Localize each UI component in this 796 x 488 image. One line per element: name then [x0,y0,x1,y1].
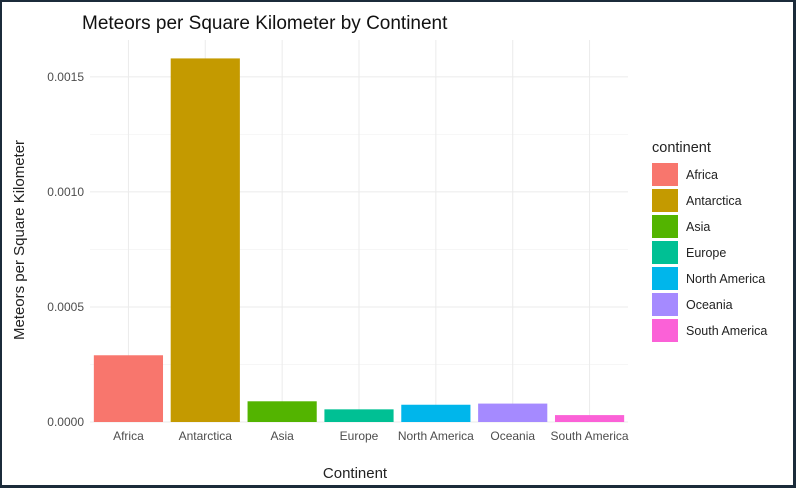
bar [401,404,471,422]
legend-label: Europe [686,246,726,260]
y-tick-label: 0.0000 [47,415,84,429]
legend-swatch [652,267,678,290]
legend-swatch [652,215,678,238]
x-tick-labels: Africa Antarctica Asia Europe North America O… [113,429,629,443]
bar [478,403,548,422]
legend-swatch [652,319,678,342]
chart-title: Meteors per Square Kilometer by Continen… [82,13,448,34]
x-tick-label: Europe [340,429,379,443]
bars [93,58,625,422]
legend-swatch [652,189,678,212]
bar [247,401,317,422]
x-tick-label: South America [551,429,629,443]
legend: continent Africa Antarctica Asia Europe Nort… [652,140,767,342]
legend-label: North America [686,272,765,286]
x-tick-label: Antarctica [179,429,233,443]
x-tick-label: Oceania [490,429,535,443]
x-tick-label: Africa [113,429,144,443]
legend-label: Africa [686,168,718,182]
legend-swatch [652,163,678,186]
x-tick-label: Asia [270,429,294,443]
bar [554,415,625,422]
bar [170,58,240,422]
bar [93,355,164,422]
legend-label: Asia [686,220,710,234]
legend-swatch [652,241,678,264]
y-tick-label: 0.0005 [47,300,84,314]
y-tick-label: 0.0010 [47,185,84,199]
legend-label: South America [686,324,767,338]
y-axis-title: Meteors per Square Kilometer [11,140,28,340]
legend-title: continent [652,140,711,156]
x-axis-title: Continent [323,465,388,482]
x-tick-label: North America [398,429,474,443]
bar [324,409,394,422]
y-tick-label: 0.0015 [47,70,84,84]
legend-label: Antarctica [686,194,742,208]
y-tick-labels: 0.0000 0.0005 0.0010 0.0015 [47,70,84,429]
legend-label: Oceania [686,298,733,312]
legend-swatch [652,293,678,316]
